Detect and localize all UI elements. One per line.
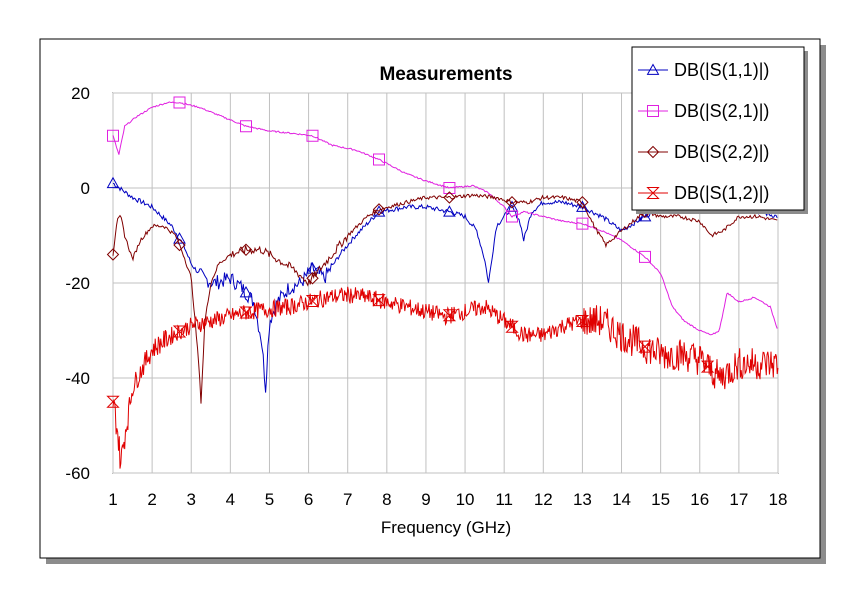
data-point-marker: [576, 200, 589, 212]
data-point-marker: [306, 129, 319, 142]
chart-title: Measurements: [379, 64, 512, 85]
data-point-marker: [373, 153, 385, 166]
x-tick-label: 7: [343, 490, 352, 509]
data-point-marker: [576, 217, 589, 230]
data-point-marker: [443, 191, 456, 204]
data-point-marker: [107, 129, 119, 142]
legend-swatch-marker: [646, 63, 660, 75]
x-tick-label: 8: [382, 490, 391, 509]
data-point-marker: [443, 205, 456, 217]
legend-swatch-marker: [646, 187, 660, 199]
x-tick-label: 16: [690, 490, 709, 509]
data-point-marker: [638, 340, 652, 353]
x-tick-label: 3: [187, 490, 196, 509]
legend-entry: DB(|S(2,2)|): [638, 142, 769, 162]
data-point-marker: [442, 309, 457, 322]
x-tick-label: 18: [769, 490, 788, 509]
legend-box: [631, 46, 805, 211]
series-4: [106, 286, 779, 469]
legend-entry: DB(|S(2,1)|): [638, 101, 769, 121]
x-tick-label: 13: [573, 490, 592, 509]
x-tick-label: 9: [421, 490, 430, 509]
x-tick-label: 6: [304, 490, 313, 509]
data-point-marker: [106, 176, 120, 189]
data-point-marker: [106, 248, 120, 261]
data-point-marker: [239, 243, 253, 256]
series-line: [112, 101, 778, 336]
y-axis-ticks: 20 0 -20 -40 -60: [65, 84, 90, 483]
data-point-marker: [505, 196, 519, 209]
x-tick-label: 14: [612, 490, 631, 509]
legend: DB(|S(1,1)|) DB(|S(2,1)|) DB(|S(2,2)|) DB(|…: [638, 60, 769, 203]
data-point-marker: [305, 295, 320, 308]
series-2: [107, 96, 778, 336]
x-tick-label: 5: [265, 490, 274, 509]
data-point-marker: [372, 205, 386, 217]
data-point-marker: [575, 315, 590, 327]
data-point-marker: [106, 395, 120, 408]
data-point-marker: [576, 196, 589, 209]
series-layer: [106, 96, 779, 469]
data-point-marker: [239, 285, 253, 298]
legend-entry: DB(|S(1,2)|): [638, 183, 769, 203]
legend-label: DB(|S(1,2)|): [674, 183, 769, 203]
legend-label: DB(|S(2,2)|): [674, 142, 769, 162]
y-tick-label: -20: [65, 274, 90, 293]
data-point-marker: [173, 96, 186, 109]
y-tick-label: 0: [81, 179, 90, 198]
data-point-marker: [639, 250, 651, 263]
legend-entry: DB(|S(1,1)|): [638, 60, 769, 80]
data-point-marker: [505, 320, 519, 333]
legend-swatch-marker: [646, 145, 660, 159]
data-point-marker: [443, 182, 456, 194]
x-tick-label: 1: [108, 490, 117, 509]
legend-label: DB(|S(2,1)|): [674, 101, 769, 121]
x-tick-label: 2: [147, 490, 156, 509]
legend-swatch-marker: [647, 105, 659, 117]
data-point-marker: [700, 360, 715, 373]
data-point-marker: [306, 272, 319, 285]
data-point-marker: [240, 120, 252, 133]
x-tick-label: 4: [226, 490, 235, 509]
data-point-marker: [173, 238, 186, 252]
x-axis-ticks: 1 2 3 4 5 6 7 8 9 10 11 12 13 14 15 16 17 18: [108, 490, 787, 509]
series-line: [112, 286, 779, 469]
data-point-marker: [506, 210, 518, 223]
y-tick-label: 20: [71, 84, 90, 103]
x-tick-label: 12: [534, 490, 553, 509]
x-tick-label: 10: [456, 490, 475, 509]
x-tick-label: 11: [495, 490, 513, 509]
data-point-marker: [239, 306, 253, 319]
data-point-marker: [172, 325, 187, 338]
data-point-marker: [372, 203, 386, 216]
series-3: [106, 191, 778, 404]
x-tick-label: 17: [729, 490, 748, 509]
y-tick-label: -40: [65, 369, 90, 388]
x-tick-label: 15: [651, 490, 670, 509]
legend-label: DB(|S(1,1)|): [674, 60, 769, 80]
data-point-marker: [372, 294, 386, 307]
y-tick-label: -60: [65, 464, 90, 483]
x-axis-label: Frequency (GHz): [381, 518, 511, 537]
